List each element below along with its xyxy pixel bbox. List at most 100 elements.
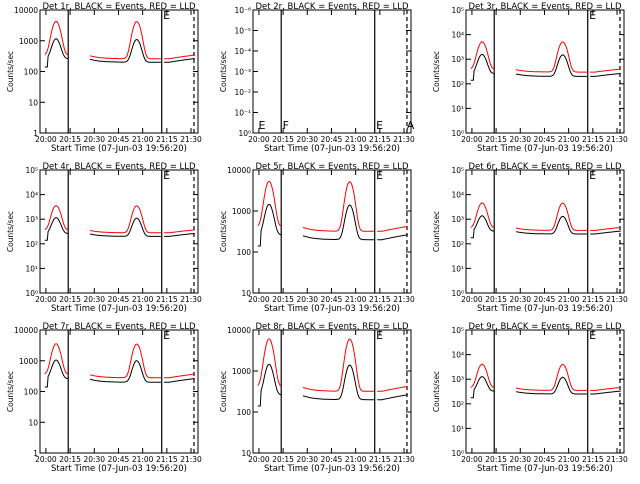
x-tick-label: 20:45 [108,455,130,464]
y-tick-label: 10⁴ [451,31,464,40]
x-tick-label: 20:15 [485,135,507,144]
x-tick-label: 20:45 [321,135,343,144]
y-tick-label: 10⁴ [25,191,38,200]
orbit-marker-label: E [589,329,596,342]
x-tick-label: 20:45 [534,295,556,304]
orbit-marker-label: E [258,119,265,132]
series-events-line [257,363,408,407]
y-axis-label: Counts/sec [432,371,441,412]
panel-title: Det 2r, BLACK = Events, RED = LLD [255,2,409,12]
y-tick-label: 10⁵ [451,326,464,335]
x-tick-label: 20:00 [461,135,483,144]
y-tick-label: 10⁰ [25,289,38,298]
y-axis-label: Counts/sec [6,371,15,412]
x-tick-label: 21:15 [156,135,178,144]
orbit-marker-label: A [407,119,415,132]
panel-title: Det 7r, BLACK = Events, RED = LLD [42,322,196,332]
y-tick-label: 10² [25,240,38,249]
x-tick-label: 21:00 [132,135,154,144]
x-tick-label: 20:00 [248,295,270,304]
plot-frame [39,9,199,134]
x-axis-label: Start Time (07-Jun-03 19:56:20) [264,464,400,474]
panel-title: Det 3r, BLACK = Events, RED = LLD [468,2,622,12]
series-lld-line [470,41,621,73]
x-tick-label: 20:30 [296,135,318,144]
x-tick-label: 20:45 [534,455,556,464]
y-tick-label: 10⁰ [451,449,464,458]
y-tick-label: 10² [451,400,464,409]
x-axis-label: Start Time (07-Jun-03 19:56:20) [51,304,187,314]
y-tick-label: 10³ [25,215,38,224]
y-axis-label: Counts/sec [219,371,228,412]
y-tick-label: 10⁰ [451,129,464,138]
y-tick-label: 10000 [14,326,38,335]
x-tick-label: 21:30 [180,455,202,464]
x-tick-label: 20:00 [248,135,270,144]
series-lld-line [470,363,621,391]
x-axis-label: Start Time (07-Jun-03 19:56:20) [51,144,187,154]
plot-frame [465,169,625,294]
x-tick-label: 21:30 [180,295,202,304]
x-tick-label: 20:15 [485,455,507,464]
y-tick-label: 100 [24,388,39,397]
x-tick-label: 21:00 [558,455,580,464]
x-tick-label: 20:15 [272,295,294,304]
x-axis-label: Start Time (07-Jun-03 19:56:20) [477,304,613,314]
y-tick-label: 10² [451,240,464,249]
panel-det-4: Det 4r, BLACK = Events, RED = LLD 10⁰ 10¹ 1… [6,162,202,314]
series-lld-line [44,205,195,234]
x-tick-label: 20:15 [485,295,507,304]
series-events-line [470,53,621,81]
y-axis-label: Counts/sec [6,211,15,252]
x-tick-label: 21:30 [393,455,415,464]
orbit-marker-label: E [163,9,170,22]
x-tick-label: 20:00 [35,135,57,144]
series-events-line [44,38,195,68]
x-axis-label: Start Time (07-Jun-03 19:56:20) [477,464,613,474]
plot-frame [252,9,412,134]
x-axis-label: Start Time (07-Jun-03 19:56:20) [264,144,400,154]
x-tick-label: 21:15 [369,295,391,304]
x-tick-label: 20:15 [59,295,81,304]
x-tick-label: 20:15 [59,135,81,144]
x-tick-label: 21:30 [393,295,415,304]
x-tick-label: 20:45 [108,135,130,144]
x-axis-label: Start Time (07-Jun-03 19:56:20) [51,464,187,474]
series-events-line [470,215,621,239]
y-tick-label: 1000 [232,207,251,216]
y-tick-label: 10⁻² [234,88,251,97]
y-tick-label: 10000 [14,6,38,15]
series-lld-line [44,343,195,379]
x-tick-label: 21:15 [156,455,178,464]
panel-det-6: Det 6r, BLACK = Events, RED = LLD 10⁰ 10¹ 1… [432,162,628,314]
y-tick-label: 100 [24,68,39,77]
panel-title: Det 5r, BLACK = Events, RED = LLD [255,162,409,172]
orbit-marker-label: E [163,329,170,342]
x-tick-label: 20:30 [509,455,531,464]
orbit-marker-label: E [589,9,596,22]
x-tick-label: 21:30 [606,135,628,144]
x-tick-label: 20:45 [321,455,343,464]
y-tick-label: 10³ [451,215,464,224]
x-tick-label: 21:00 [558,135,580,144]
panel-det-1: Det 1r, BLACK = Events, RED = LLD 1 10 100 1… [6,2,202,154]
panel-det-2: Det 2r, BLACK = Events, RED = LLD 10⁰ 10⁻¹… [219,2,415,154]
y-tick-label: 100 [237,408,252,417]
x-axis-label: Start Time (07-Jun-03 19:56:20) [264,304,400,314]
x-tick-label: 21:00 [132,455,154,464]
x-tick-label: 21:15 [582,295,604,304]
y-tick-label: 10⁻⁵ [234,27,251,36]
y-tick-label: 10⁻³ [234,68,251,77]
x-tick-label: 20:45 [321,295,343,304]
y-tick-label: 10¹ [451,264,464,273]
panel-det-5: Det 5r, BLACK = Events, RED = LLD 10 100 10… [219,162,415,314]
orbit-marker-label: E [376,169,383,182]
x-tick-label: 20:30 [296,455,318,464]
series-events-line [44,359,195,388]
y-axis-label: Counts/sec [432,51,441,92]
x-tick-label: 20:00 [248,455,270,464]
plot-frame [465,329,625,454]
y-tick-label: 10⁻⁴ [234,47,251,56]
